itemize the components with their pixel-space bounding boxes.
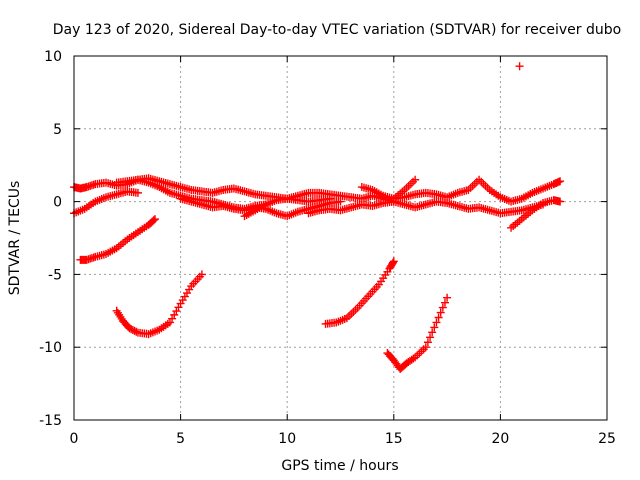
data-point [132, 327, 141, 336]
data-point [197, 270, 206, 279]
data-point [438, 303, 447, 312]
data-point [430, 323, 439, 332]
data-point [428, 328, 437, 337]
x-tick-label: 20 [491, 431, 509, 447]
data-point [432, 318, 441, 327]
data-point [556, 197, 565, 206]
plot-frame [73, 55, 608, 421]
series-arc-top-9 [507, 196, 565, 232]
x-axis-label: GPS time / hours [281, 458, 398, 474]
series-outlier [515, 62, 524, 71]
data-point [426, 333, 435, 342]
data-point [127, 325, 136, 334]
data-point [125, 324, 134, 333]
data-point [423, 338, 432, 347]
data-point [133, 188, 142, 197]
data-point [440, 298, 449, 307]
series-arc-top-2 [70, 187, 142, 218]
series-arc-low-2 [321, 257, 398, 328]
data-point [149, 216, 158, 225]
data-point [151, 215, 160, 224]
series-arc-mid-1 [76, 215, 160, 264]
data-point [411, 175, 420, 184]
data-point [434, 313, 443, 322]
y-tick-label: -15 [39, 413, 62, 429]
y-tick-label: -5 [48, 267, 62, 283]
data-point [515, 62, 524, 71]
y-axis-label: SDTVAR / TECUs [7, 181, 23, 296]
data-point [130, 326, 139, 335]
y-tick-label: -10 [39, 340, 62, 356]
series-arc-top-5 [240, 188, 398, 221]
y-tick-label: 5 [53, 122, 62, 138]
series-arc-low-3 [383, 293, 452, 374]
data-point [556, 177, 565, 186]
data-markers [70, 62, 565, 374]
data-point [128, 326, 137, 335]
x-tick-label: 0 [70, 431, 79, 447]
data-point [443, 293, 452, 302]
axis-ticks: 0 5 10 15 20 25 -15 -10 -5 0 5 10 [39, 49, 616, 447]
x-tick-label: 10 [278, 431, 296, 447]
chart-title: Day 123 of 2020, Sidereal Day-to-day VTE… [53, 22, 621, 38]
series-arc-top-8 [389, 175, 565, 206]
data-point [388, 258, 397, 267]
x-tick-label: 25 [598, 431, 616, 447]
data-point [436, 308, 445, 317]
x-tick-label: 15 [385, 431, 403, 447]
x-tick-label: 5 [176, 431, 185, 447]
y-tick-label: 0 [53, 195, 62, 211]
data-point [389, 257, 398, 266]
series-arc-low-1 [112, 270, 206, 339]
y-tick-label: 10 [44, 49, 62, 65]
data-point [421, 343, 430, 352]
